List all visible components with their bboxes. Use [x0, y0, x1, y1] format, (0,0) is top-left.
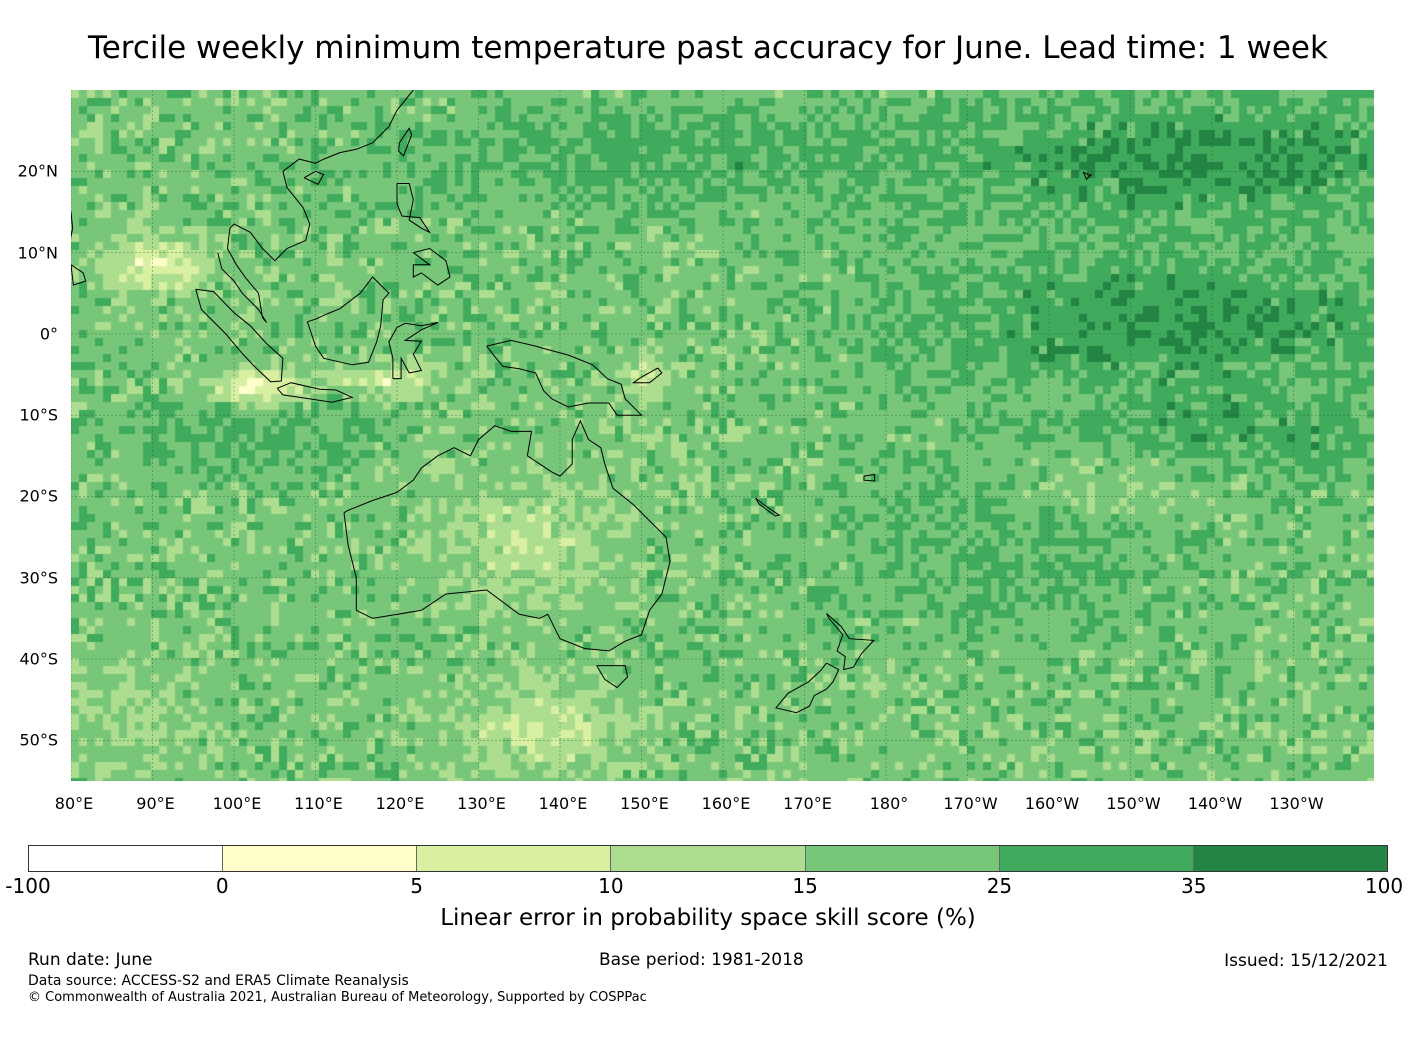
- lon-label: 90°E: [136, 794, 175, 813]
- lat-label: 0°: [39, 324, 58, 344]
- coastline: [398, 127, 413, 157]
- lon-label: 180°: [869, 794, 909, 813]
- colorbar-segment: [1193, 846, 1387, 871]
- run-date: Run date: June: [28, 950, 153, 970]
- lon-label: 130°W: [1269, 794, 1324, 813]
- lon-label: 110°E: [294, 794, 343, 813]
- colorbar-segment: [29, 846, 224, 871]
- skill-score-map: [71, 90, 1374, 781]
- colorbar-segment: [223, 846, 418, 871]
- lon-label: 140°W: [1187, 794, 1243, 813]
- coastline: [826, 613, 875, 671]
- lon-label: 150°W: [1106, 794, 1161, 813]
- lat-label: 10°S: [19, 405, 58, 425]
- coastline: [486, 339, 643, 416]
- colorbar-segment: [417, 846, 612, 871]
- lon-label: 100°E: [212, 794, 262, 813]
- coastline: [303, 170, 325, 185]
- graticule: [71, 90, 1374, 781]
- lon-label: 160°E: [701, 794, 751, 813]
- coastline: [755, 497, 781, 517]
- colorbar-tick: -100: [5, 874, 51, 898]
- coastline: [775, 662, 840, 714]
- data-source: Data source: ACCESS-S2 and ERA5 Climate …: [28, 973, 409, 989]
- colorbar: [28, 845, 1388, 872]
- lat-label: 40°S: [19, 649, 58, 669]
- lon-label: 160°W: [1024, 794, 1080, 813]
- colorbar-segment: [805, 846, 1000, 871]
- coastline: [71, 211, 74, 239]
- coastline: [631, 367, 663, 384]
- coastline: [388, 322, 439, 380]
- lon-label: 120°E: [375, 794, 425, 813]
- coastline: [412, 247, 451, 286]
- lon-label: 170°W: [943, 794, 998, 813]
- coastline: [195, 288, 284, 383]
- colorbar-tick: 35: [1180, 874, 1207, 898]
- map-title: Tercile weekly minimum temperature past …: [88, 30, 1328, 66]
- lon-label: 80°E: [54, 794, 94, 813]
- lat-label: 10°N: [17, 243, 58, 263]
- colorbar-tick: 25: [986, 874, 1013, 898]
- colorbar-tick: 100: [1364, 874, 1404, 898]
- colorbar-tick: 10: [598, 874, 624, 898]
- colorbar-tick: 15: [792, 874, 818, 898]
- lon-label: 130°E: [457, 794, 506, 813]
- coastline: [343, 419, 671, 652]
- lon-label: 150°E: [620, 794, 669, 813]
- coastline: [71, 264, 87, 286]
- base-period: Base period: 1981-2018: [599, 950, 804, 970]
- colorbar-tick: 0: [215, 874, 229, 898]
- coastlines: [71, 90, 1092, 714]
- lat-label: 20°S: [19, 486, 58, 506]
- colorbar-label: Linear error in probability space skill …: [440, 905, 976, 931]
- coastline: [217, 90, 414, 323]
- map-overlay: [71, 90, 1374, 781]
- colorbar-segment: [999, 846, 1194, 871]
- coastline: [1082, 171, 1092, 181]
- coastline: [396, 183, 432, 234]
- copyright: © Commonwealth of Australia 2021, Austra…: [28, 990, 647, 1005]
- coastline: [863, 473, 876, 482]
- lat-label: 50°S: [19, 730, 58, 750]
- issued-date: Issued: 15/12/2021: [1224, 951, 1388, 971]
- coastline: [596, 665, 629, 689]
- colorbar-tick: 5: [410, 874, 423, 898]
- lon-label: 140°E: [538, 794, 588, 813]
- coastline: [276, 382, 354, 403]
- skill-score-field: [71, 90, 1374, 781]
- coastline: [306, 276, 390, 366]
- colorbar-segment: [611, 846, 806, 871]
- lat-label: 20°N: [17, 161, 58, 181]
- lat-label: 30°S: [19, 568, 58, 588]
- lon-label: 170°E: [783, 794, 832, 813]
